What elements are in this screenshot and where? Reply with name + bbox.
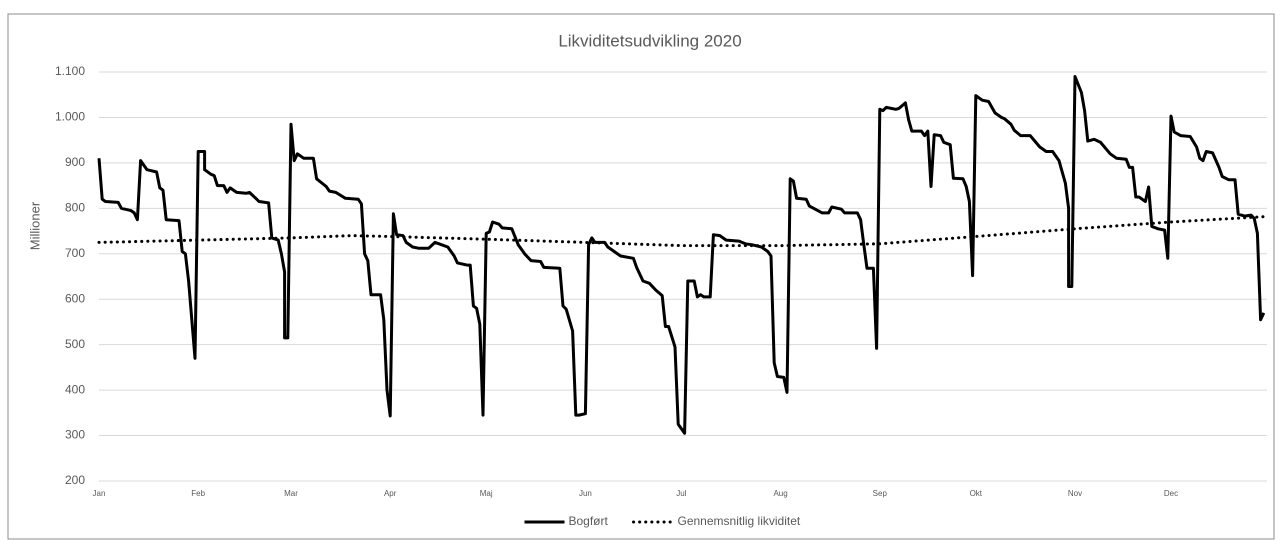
x-tick-label: Apr [384,489,397,498]
x-tick-label: Jun [579,489,592,498]
y-tick-label: 500 [65,337,85,351]
legend-label: Gennemsnitlig likviditet [678,514,801,528]
x-tick-label: Aug [773,489,787,498]
x-tick-label: Jan [93,489,106,498]
legend-label: Bogført [569,514,609,528]
series-line [97,215,1269,248]
x-tick-label: Jul [676,489,686,498]
y-axis-label: Millioner [27,201,42,250]
x-tick-label: Sep [873,489,888,498]
x-tick-label: Dec [1164,489,1178,498]
y-tick-label: 200 [65,473,85,487]
y-tick-label: 300 [65,428,85,442]
y-tick-label: 600 [65,291,85,305]
x-tick-label: Mar [284,489,298,498]
y-tick-label: 700 [65,246,85,260]
y-tick-label: 1.000 [55,110,85,124]
x-tick-label: Nov [1068,489,1082,498]
y-tick-label: 400 [65,382,85,396]
x-tick-label: Maj [480,489,493,498]
chart-title: Likviditetsudvikling 2020 [558,31,741,50]
y-tick-label: 1.100 [55,64,85,78]
x-tick-label: Okt [970,489,983,498]
series-line [97,75,1266,435]
x-tick-label: Feb [191,489,205,498]
y-tick-label: 800 [65,201,85,215]
y-tick-label: 900 [65,155,85,169]
